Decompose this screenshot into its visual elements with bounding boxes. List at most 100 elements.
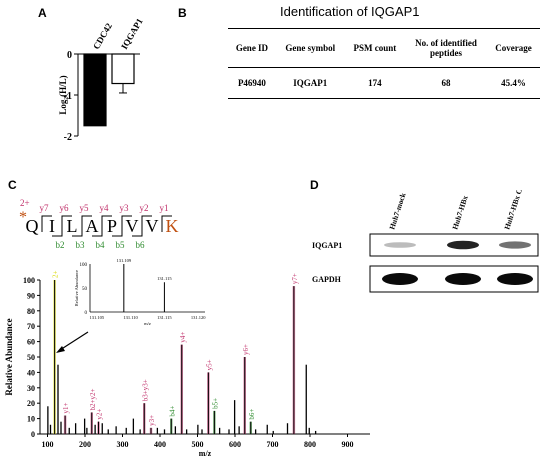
inset-x-tick-label: 131.110 bbox=[123, 315, 138, 320]
lane-label: Huh7-HBx CDC42 KO bbox=[502, 190, 534, 231]
y-tick-label: 90 bbox=[27, 291, 35, 300]
cell-psm-count: 174 bbox=[344, 67, 406, 99]
inset-arrow bbox=[59, 331, 89, 351]
peak-label: y7+ bbox=[291, 273, 299, 284]
panel-c-letter: C bbox=[8, 178, 17, 192]
y-tick-label: -1 bbox=[64, 91, 72, 102]
residue-Q: Q bbox=[26, 216, 39, 236]
y-tick-label: 70 bbox=[27, 322, 35, 331]
category-label: CDC42 bbox=[91, 21, 114, 51]
table-title: Identification of IQGAP1 bbox=[280, 4, 420, 19]
x-tick-label: 700 bbox=[267, 440, 279, 449]
b-ion-bracket bbox=[112, 220, 123, 237]
x-tick-label: 100 bbox=[42, 440, 54, 449]
inset-x-axis-label: m/z bbox=[144, 321, 151, 326]
star-marker: * bbox=[19, 209, 27, 226]
category-label: IQGAP1 bbox=[119, 16, 145, 51]
header-gene-symbol: Gene symbol bbox=[275, 28, 345, 68]
inset-x-tick-label: 131.115 bbox=[157, 315, 172, 320]
b-ion-bracket bbox=[92, 220, 103, 237]
blot-row-label: IQGAP1 bbox=[312, 241, 342, 250]
b-ion-label: b4 bbox=[96, 240, 106, 250]
cell-gene-id: P46940 bbox=[228, 67, 276, 99]
inset-y-tick-label: 0 bbox=[85, 311, 88, 316]
y-tick-label: 40 bbox=[27, 368, 35, 377]
y-tick-label: 0 bbox=[67, 50, 72, 61]
y-tick-label: -2 bbox=[64, 132, 72, 143]
b-ion-label: b6 bbox=[136, 240, 146, 250]
x-tick-label: 200 bbox=[79, 440, 91, 449]
blot-band bbox=[497, 273, 533, 285]
y-tick-label: 10 bbox=[27, 415, 35, 424]
table-row: P46940 IQGAP1 174 68 45.4% bbox=[228, 67, 540, 99]
y-ion-label: y1 bbox=[160, 203, 169, 213]
peak-label: b4+ bbox=[168, 406, 176, 417]
lane-label: Huh7-HBx bbox=[450, 194, 469, 230]
inset-peak-label: 131.109 bbox=[117, 258, 132, 263]
y-tick-label: 0 bbox=[31, 430, 35, 439]
panel-a-bar-chart: 0 -1 -2 Log₂(H/L) CDC42 IQGAP1 bbox=[58, 16, 145, 143]
x-tick-label: 300 bbox=[117, 440, 129, 449]
x-tick-label: 500 bbox=[192, 440, 204, 449]
bar-iqgap1 bbox=[111, 53, 135, 85]
x-tick-label: 600 bbox=[229, 440, 241, 449]
y-axis-label: Log₂(H/L) bbox=[58, 75, 68, 114]
b-ion-label: b2 bbox=[56, 240, 65, 250]
blot-band bbox=[445, 273, 481, 285]
blot-band bbox=[382, 273, 418, 285]
y-ion-label: y6 bbox=[60, 203, 70, 213]
peak-label: 2+ bbox=[52, 271, 60, 279]
b-ion-label: b3 bbox=[76, 240, 86, 250]
panel-d-letter: D bbox=[310, 178, 319, 192]
b-ion-bracket bbox=[72, 220, 83, 237]
y-ion-label: y2 bbox=[140, 203, 149, 213]
b-ion-label: b5 bbox=[116, 240, 126, 250]
inset-y-tick-label: 100 bbox=[80, 263, 88, 268]
western-blot: Huh7-mock Huh7-HBx Huh7-HBx CDC42 KO IQGAP1… bbox=[312, 190, 539, 293]
y-tick-label: 80 bbox=[27, 307, 35, 316]
y-ion-bracket bbox=[41, 215, 52, 232]
b-ion-bracket bbox=[132, 220, 143, 237]
peak-label: y1+ bbox=[62, 403, 70, 414]
header-gene-id: Gene ID bbox=[228, 28, 276, 68]
peak-label: y5+ bbox=[205, 359, 213, 370]
residue-V: V bbox=[126, 216, 139, 236]
blot-band bbox=[384, 242, 416, 248]
peak-label: y6+ bbox=[242, 344, 250, 355]
blot-band bbox=[447, 240, 479, 250]
table-header-row: Gene ID Gene symbol PSM count No. of ide… bbox=[228, 28, 540, 68]
panel-b-letter: B bbox=[178, 6, 187, 20]
cell-identified-peptides: 68 bbox=[405, 67, 488, 99]
panel-a-letter: A bbox=[38, 6, 47, 20]
peak-label: b3+y3+ bbox=[141, 379, 149, 401]
y-tick-label: 100 bbox=[23, 276, 35, 285]
y-tick-label: 50 bbox=[27, 353, 35, 362]
identification-table: Gene ID Gene symbol PSM count No. of ide… bbox=[228, 28, 540, 99]
x-axis-label: m/z bbox=[199, 449, 212, 458]
residue-A: A bbox=[86, 216, 99, 236]
inset-y-axis-label: Relative Abundance bbox=[74, 270, 79, 306]
y-ion-label: y3 bbox=[120, 203, 130, 213]
header-coverage: Coverage bbox=[487, 28, 540, 68]
lane-label: Huh7-mock bbox=[387, 191, 408, 231]
y-tick-label: 30 bbox=[27, 384, 35, 393]
cell-gene-symbol: IQGAP1 bbox=[275, 67, 345, 99]
inset-arrow-head bbox=[56, 346, 65, 353]
x-tick-label: 900 bbox=[342, 440, 354, 449]
peak-label: y3+ bbox=[148, 415, 156, 426]
y-ion-label: y5 bbox=[80, 203, 90, 213]
y-tick-label: 20 bbox=[27, 399, 35, 408]
peak-label: b5+ bbox=[211, 398, 219, 409]
y-tick-label: 60 bbox=[27, 338, 35, 347]
y-axis-label: Relative Abundance bbox=[4, 318, 14, 395]
peak-label: b6+ bbox=[248, 409, 256, 420]
inset-y-tick-label: 50 bbox=[82, 287, 88, 292]
cell-coverage: 45.4% bbox=[487, 67, 540, 99]
b-ion-bracket bbox=[52, 220, 63, 237]
peak-label: y4+ bbox=[179, 332, 187, 343]
peak-label: y2+ bbox=[96, 409, 104, 420]
inset-x-tick-label: 131.105 bbox=[89, 315, 104, 320]
inset-x-tick-label: 131.120 bbox=[191, 315, 206, 320]
